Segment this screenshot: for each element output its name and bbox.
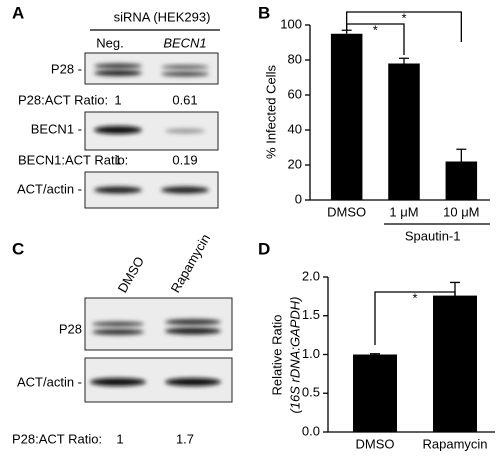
y-axis-label: (16S rDNA:GAPDH) (287, 296, 302, 413)
panel-label: B (258, 3, 270, 22)
y-tick-label: 80 (288, 51, 302, 66)
lane-label: DMSO (115, 254, 147, 295)
ratio-value: 1 (114, 92, 121, 107)
panel-label: C (12, 239, 24, 258)
x-tick-label: 10 μM (443, 204, 479, 219)
group-label: Spautin-1 (405, 228, 461, 243)
lane-label: Rapamycin (168, 231, 214, 295)
y-tick-label: 0.5 (302, 385, 320, 400)
x-tick-label: Rapamycin (422, 436, 487, 451)
band (94, 63, 142, 69)
lane-label: BECN1 (163, 35, 206, 50)
y-tick-label: 0 (295, 191, 302, 206)
y-tick-label: 60 (288, 86, 302, 101)
row-label: ACT/actin - (17, 181, 82, 196)
band (94, 70, 142, 76)
ratio-value: 0.61 (172, 92, 197, 107)
band (165, 128, 205, 134)
significance-star: * (412, 290, 417, 305)
y-tick-label: 100 (280, 16, 302, 31)
band (94, 186, 142, 194)
ratio-value: 1 (114, 152, 121, 167)
error-bar (456, 148, 467, 162)
band (94, 126, 142, 134)
y-tick-label: 2.0 (302, 268, 320, 283)
bar (353, 354, 397, 432)
x-tick-label: DMSO (356, 436, 395, 451)
bar (330, 33, 363, 200)
y-axis-label: Relative Ratio (269, 315, 284, 396)
row-label: ACT/actin - (17, 374, 82, 389)
ratio-label: P28:ACT Ratio: (18, 92, 108, 107)
significance-star: * (373, 22, 378, 37)
bar (388, 63, 420, 200)
band (92, 329, 144, 335)
band (90, 378, 146, 386)
band (92, 321, 144, 327)
bar (433, 295, 477, 432)
y-tick-label: 0.0 (302, 423, 320, 438)
band (165, 319, 221, 325)
ratio-label: P28:ACT Ratio: (12, 431, 102, 446)
band (165, 327, 221, 335)
ratio-value: 1 (116, 431, 123, 446)
bar (445, 161, 478, 200)
panel-label: D (258, 239, 270, 258)
row-label: P28 - (51, 61, 82, 76)
error-bar (370, 353, 380, 355)
significance-bracket (374, 291, 456, 345)
significance-bracket (346, 11, 462, 42)
x-tick-label: 1 μM (389, 204, 418, 219)
error-bar (341, 29, 352, 34)
y-tick-label: 1.0 (302, 346, 320, 361)
y-tick-label: 40 (288, 121, 302, 136)
ratio-value: 0.19 (172, 152, 197, 167)
ratio-label: BECN1:ACT Ratio: (18, 152, 128, 167)
band (165, 378, 221, 386)
lane-label: Neg. (96, 35, 123, 50)
x-tick-label: DMSO (327, 204, 366, 219)
error-bar (399, 57, 409, 64)
ratio-value: 1.7 (176, 431, 194, 446)
y-axis-label: % Infected Cells (263, 65, 278, 159)
y-tick-label: 1.5 (302, 307, 320, 322)
panel-label: A (12, 3, 24, 22)
significance-star: * (401, 10, 406, 25)
blot-header: siRNA (HEK293) (114, 9, 211, 24)
row-label: P28 (59, 321, 82, 336)
band (161, 71, 209, 77)
band (161, 65, 209, 69)
y-tick-label: 20 (288, 156, 302, 171)
row-label: BECN1 - (31, 121, 82, 136)
band (161, 186, 209, 194)
